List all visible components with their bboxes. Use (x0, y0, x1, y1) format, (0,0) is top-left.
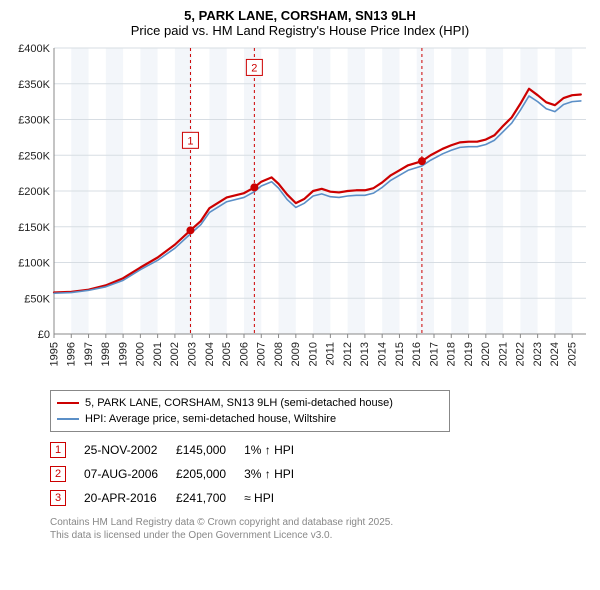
title-main: 5, PARK LANE, CORSHAM, SN13 9LH (10, 8, 590, 23)
footer-line2: This data is licensed under the Open Gov… (50, 529, 590, 542)
legend-swatch (57, 402, 79, 404)
y-tick-label: £100K (18, 258, 50, 270)
x-tick-label: 2007 (256, 342, 268, 366)
transaction-marker-num: 3 (50, 490, 66, 506)
line-chart-svg: £0 £50K £100K £150K £200K £250K £300K £350K £400… (10, 44, 590, 384)
y-tick-label: £150K (18, 222, 50, 234)
transaction-delta: 3% ↑ HPI (244, 462, 312, 486)
y-tick-label: £0 (38, 329, 50, 341)
x-tick-label: 2009 (290, 342, 302, 366)
transaction-price: £145,000 (176, 438, 244, 462)
marker-dot (250, 183, 258, 191)
x-tick-label: 2000 (135, 342, 147, 366)
x-tick-label: 1999 (117, 342, 129, 366)
legend-row: 5, PARK LANE, CORSHAM, SN13 9LH (semi-de… (57, 395, 443, 411)
legend-swatch (57, 418, 79, 420)
y-tick-label: £300K (18, 115, 50, 127)
x-tick-label: 2016 (411, 342, 423, 366)
x-tick-label: 1996 (66, 342, 78, 366)
legend: 5, PARK LANE, CORSHAM, SN13 9LH (semi-de… (50, 390, 450, 432)
marker-dot (186, 226, 194, 234)
marker-label-num: 1 (187, 135, 193, 147)
footer-line1: Contains HM Land Registry data © Crown c… (50, 516, 590, 529)
transactions-table: 1 25-NOV-2002£145,0001% ↑ HPI 2 07-AUG-2006… (50, 438, 312, 510)
chart-container: 5, PARK LANE, CORSHAM, SN13 9LH Price pa… (0, 0, 600, 550)
title-sub: Price paid vs. HM Land Registry's House … (10, 23, 590, 38)
transaction-date: 07-AUG-2006 (84, 462, 176, 486)
transaction-delta: 1% ↑ HPI (244, 438, 312, 462)
y-tick-label: £50K (24, 293, 50, 305)
transaction-date: 20-APR-2016 (84, 486, 176, 510)
transaction-delta: ≈ HPI (244, 486, 312, 510)
x-tick-label: 2011 (325, 342, 337, 366)
y-tick-label: £250K (18, 150, 50, 162)
x-tick-label: 2013 (359, 342, 371, 366)
x-tick-label: 2001 (152, 342, 164, 366)
y-tick-label: £200K (18, 186, 50, 198)
x-tick-label: 2010 (307, 342, 319, 366)
x-tick-label: 2022 (515, 342, 527, 366)
footer-attribution: Contains HM Land Registry data © Crown c… (50, 516, 590, 542)
x-tick-label: 2003 (186, 342, 198, 366)
x-tick-label: 2017 (428, 342, 440, 366)
table-row: 1 25-NOV-2002£145,0001% ↑ HPI (50, 438, 312, 462)
x-tick-label: 2015 (394, 342, 406, 366)
x-tick-label: 2008 (273, 342, 285, 366)
y-tick-label: £350K (18, 79, 50, 91)
x-tick-label: 2023 (532, 342, 544, 366)
x-tick-label: 2002 (169, 342, 181, 366)
x-tick-label: 2014 (376, 342, 388, 366)
table-row: 2 07-AUG-2006£205,0003% ↑ HPI (50, 462, 312, 486)
x-tick-label: 2004 (204, 342, 216, 366)
x-tick-label: 2019 (463, 342, 475, 366)
table-row: 3 20-APR-2016£241,700≈ HPI (50, 486, 312, 510)
chart-titles: 5, PARK LANE, CORSHAM, SN13 9LH Price pa… (10, 8, 590, 38)
x-tick-label: 2005 (221, 342, 233, 366)
x-tick-label: 2012 (342, 342, 354, 366)
x-tick-label: 2025 (566, 342, 578, 366)
marker-dot (418, 157, 426, 165)
transaction-marker-num: 1 (50, 442, 66, 458)
x-tick-label: 2021 (497, 342, 509, 366)
x-tick-label: 2018 (446, 342, 458, 366)
legend-label: 5, PARK LANE, CORSHAM, SN13 9LH (semi-de… (85, 397, 393, 409)
x-tick-label: 1998 (100, 342, 112, 366)
transaction-price: £205,000 (176, 462, 244, 486)
legend-label: HPI: Average price, semi-detached house,… (85, 413, 336, 425)
x-tick-label: 2024 (549, 342, 561, 366)
transaction-price: £241,700 (176, 486, 244, 510)
marker-label-num: 2 (251, 62, 257, 74)
y-tick-label: £400K (18, 44, 50, 55)
x-tick-label: 1995 (48, 342, 60, 366)
x-tick-label: 1997 (83, 342, 95, 366)
legend-row: HPI: Average price, semi-detached house,… (57, 411, 443, 427)
transaction-date: 25-NOV-2002 (84, 438, 176, 462)
x-tick-label: 2006 (238, 342, 250, 366)
transaction-marker-num: 2 (50, 466, 66, 482)
x-tick-label: 2020 (480, 342, 492, 366)
chart-area: £0 £50K £100K £150K £200K £250K £300K £350K £400… (10, 44, 590, 384)
